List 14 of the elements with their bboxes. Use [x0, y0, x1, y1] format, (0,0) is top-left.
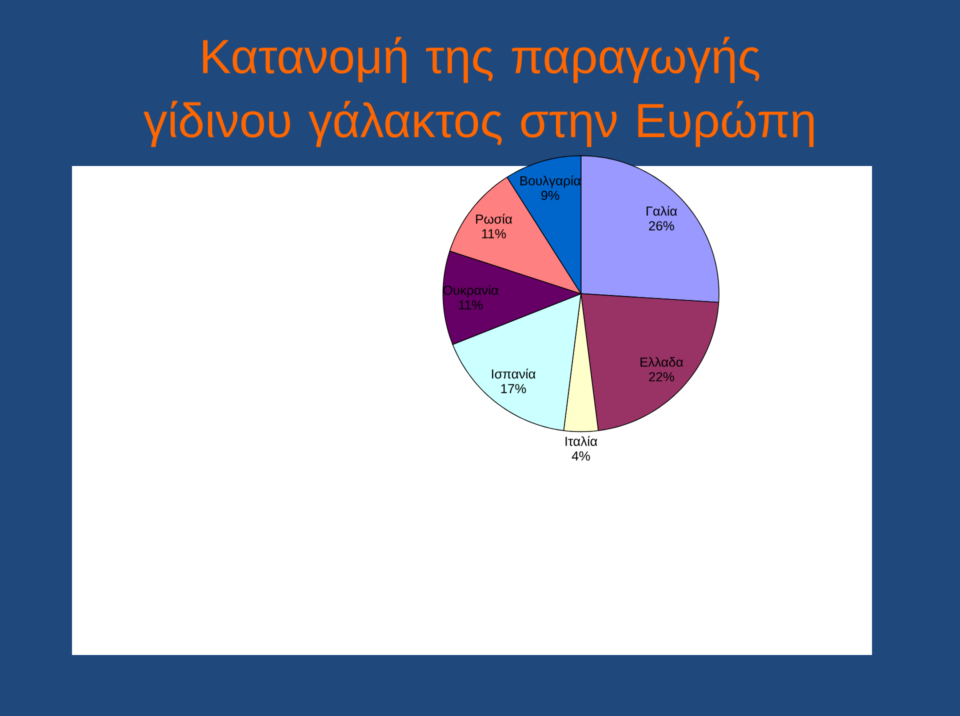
slice-label: Ιταλία: [566, 436, 598, 446]
data-label: 17%: [501, 384, 526, 394]
slice-label: Ελλαδα: [640, 357, 684, 367]
data-label: 26%: [649, 221, 674, 230]
data-label: 9%: [541, 190, 560, 200]
slice-label: Γαλία: [646, 206, 677, 216]
slice-label: Ισπανία: [492, 368, 536, 379]
chart-title: Κατανομή της παραγωγής γίδινου γάλακτος στην Ευρώπη: [144, 36, 814, 148]
data-label: 11%: [482, 229, 506, 238]
slice-label: Βουλγαρία: [520, 175, 581, 188]
slice-label: Ρωσία: [476, 214, 512, 224]
data-label: 4%: [572, 451, 590, 461]
data-label: 22%: [649, 372, 674, 382]
data-label: 11%: [459, 300, 483, 310]
